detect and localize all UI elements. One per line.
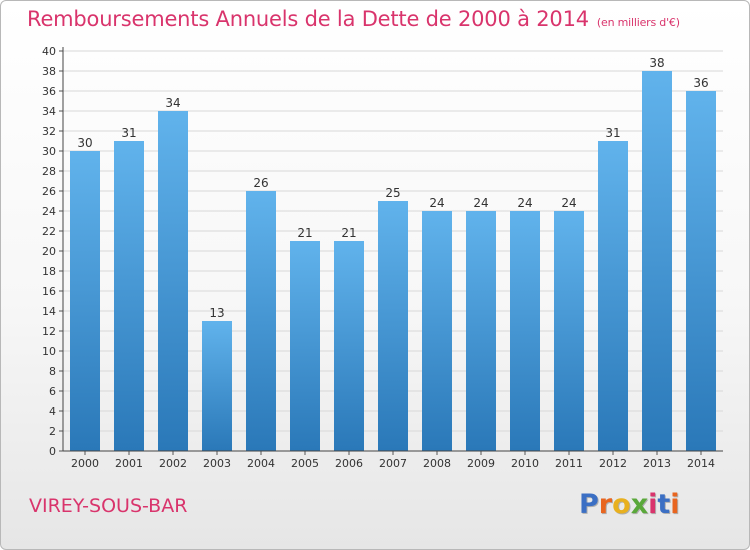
x-tick-label-2004: 2004	[247, 457, 275, 470]
x-tick-label-2011: 2011	[555, 457, 583, 470]
data-label-2011: 24	[561, 196, 576, 210]
data-label-2007: 25	[385, 186, 400, 200]
bar-2005	[290, 241, 320, 451]
y-tick-label: 22	[42, 225, 56, 238]
x-tick-label-2009: 2009	[467, 457, 495, 470]
x-tick-label-2005: 2005	[291, 457, 319, 470]
y-tick-label: 4	[49, 405, 56, 418]
data-label-2005: 21	[297, 226, 312, 240]
data-labels: 30 31 34 13 26 21 21 25 24 24 24 24 31 38 36	[77, 56, 708, 320]
data-label-2006: 21	[341, 226, 356, 240]
data-label-2008: 24	[429, 196, 444, 210]
data-label-2013: 38	[649, 56, 664, 70]
data-label-2014: 36	[693, 76, 708, 90]
x-tick-label-2006: 2006	[335, 457, 363, 470]
axes: 0246810121416182022242628303234363840200…	[42, 45, 723, 470]
data-label-2001: 31	[121, 126, 136, 140]
y-tick-label: 18	[42, 265, 56, 278]
bar-2012	[598, 141, 628, 451]
y-tick-label: 32	[42, 125, 56, 138]
bar-2013	[642, 71, 672, 451]
data-label-2002: 34	[165, 96, 180, 110]
proxiti-logo: Proxiti	[579, 489, 680, 520]
y-tick-label: 20	[42, 245, 56, 258]
y-tick-label: 2	[49, 425, 56, 438]
logo-letter: r	[598, 489, 613, 520]
y-tick-label: 38	[42, 65, 56, 78]
bar-2001	[114, 141, 144, 451]
bar-2007	[378, 201, 408, 451]
data-label-2009: 24	[473, 196, 488, 210]
data-label-2012: 31	[605, 126, 620, 140]
y-tick-label: 16	[42, 285, 56, 298]
data-label-2000: 30	[77, 136, 92, 150]
y-tick-label: 30	[42, 145, 56, 158]
bar-2011	[554, 211, 584, 451]
x-tick-label-2014: 2014	[687, 457, 715, 470]
x-tick-label-2010: 2010	[511, 457, 539, 470]
logo-letter: o	[612, 489, 631, 520]
y-tick-label: 6	[49, 385, 56, 398]
data-label-2010: 24	[517, 196, 532, 210]
bar-2003	[202, 321, 232, 451]
bar-2010	[510, 211, 540, 451]
bar-2006	[334, 241, 364, 451]
logo-letter: t	[657, 489, 671, 520]
logo-letter: i	[648, 489, 658, 520]
x-tick-label-2002: 2002	[159, 457, 187, 470]
y-tick-label: 24	[42, 205, 56, 218]
commune-name: VIREY-SOUS-BAR	[29, 495, 188, 517]
logo-letter: x	[630, 489, 649, 520]
x-tick-label-2000: 2000	[71, 457, 99, 470]
chart-title: Remboursements Annuels de la Dette de 20…	[27, 7, 680, 31]
y-tick-label: 8	[49, 365, 56, 378]
bar-2009	[466, 211, 496, 451]
x-tick-label-2007: 2007	[379, 457, 407, 470]
data-label-2004: 26	[253, 176, 268, 190]
bar-2000	[70, 151, 100, 451]
x-tick-label-2008: 2008	[423, 457, 451, 470]
bars	[70, 71, 716, 451]
bar-2004	[246, 191, 276, 451]
bar-2008	[422, 211, 452, 451]
bar-2014	[686, 91, 716, 451]
x-tick-label-2003: 2003	[203, 457, 231, 470]
bar-2002	[158, 111, 188, 451]
y-tick-label: 10	[42, 345, 56, 358]
data-label-2003: 13	[209, 306, 224, 320]
x-tick-label-2012: 2012	[599, 457, 627, 470]
y-tick-label: 40	[42, 45, 56, 58]
x-tick-label-2001: 2001	[115, 457, 143, 470]
chart-unit-label: (en milliers d'€)	[596, 16, 680, 29]
y-tick-label: 26	[42, 185, 56, 198]
y-tick-label: 14	[42, 305, 56, 318]
y-tick-label: 36	[42, 85, 56, 98]
y-tick-label: 12	[42, 325, 56, 338]
y-tick-label: 0	[49, 445, 56, 458]
chart-title-text: Remboursements Annuels de la Dette de 20…	[27, 7, 589, 31]
y-tick-label: 28	[42, 165, 56, 178]
logo-letter: P	[579, 489, 599, 520]
logo-letter: i	[670, 489, 680, 520]
x-tick-label-2013: 2013	[643, 457, 671, 470]
y-tick-label: 34	[42, 105, 56, 118]
